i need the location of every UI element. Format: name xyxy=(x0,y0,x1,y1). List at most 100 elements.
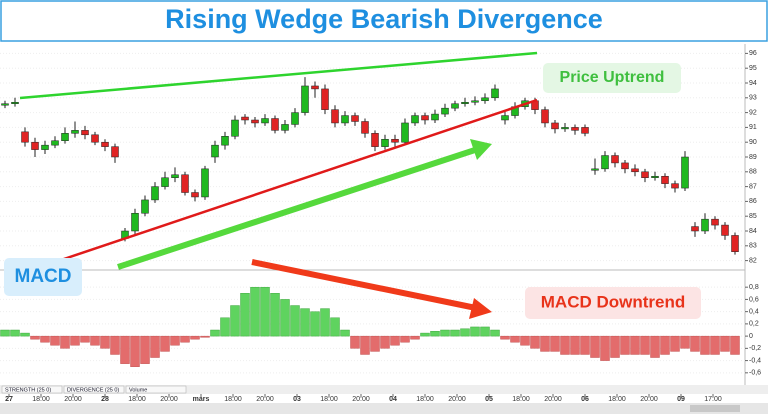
x-tick-label: 18:00 xyxy=(128,396,146,403)
tab-label[interactable]: STRENGTH (25 0) xyxy=(5,387,51,393)
candle-body xyxy=(501,115,509,121)
macd-bar xyxy=(330,317,340,337)
macd-bar xyxy=(630,335,640,355)
candle-body xyxy=(491,88,499,99)
y-tick-label: -0,6 xyxy=(749,370,761,377)
candle-body xyxy=(41,144,49,150)
macd-bar xyxy=(580,335,590,355)
tab-label[interactable]: DIVERGENCE (25 0) xyxy=(67,387,119,393)
tab-label[interactable]: Volume xyxy=(129,387,147,393)
candle-body xyxy=(211,144,219,158)
macd-bar xyxy=(210,329,220,337)
candle-body xyxy=(551,122,559,130)
macd-bar xyxy=(280,299,290,337)
candle-body xyxy=(21,131,29,143)
label-box xyxy=(525,287,701,319)
y-tick-label: 88 xyxy=(749,169,757,176)
candle-body xyxy=(601,155,609,170)
macd-bar xyxy=(220,317,230,337)
macd-bar xyxy=(720,335,730,352)
macd-bar xyxy=(10,329,20,337)
candle-body xyxy=(731,235,739,252)
x-tick-label: 18:00 xyxy=(32,396,50,403)
candle-body xyxy=(1,103,9,106)
candle-body xyxy=(141,199,149,214)
candle-body xyxy=(281,124,289,131)
candle-body xyxy=(421,115,429,121)
tab[interactable] xyxy=(125,385,187,394)
macd-bar xyxy=(560,335,570,355)
x-tick-label: 09 xyxy=(677,396,685,403)
candle-body xyxy=(681,156,689,189)
macd-bar xyxy=(690,335,700,352)
x-tick-label: 18:00 xyxy=(416,396,434,403)
macd-bar xyxy=(30,335,40,340)
macd-bar xyxy=(660,335,670,355)
macd-bar xyxy=(60,335,70,349)
wedge-upper-line xyxy=(19,51,538,100)
macd-bar xyxy=(120,335,130,364)
macd-bar xyxy=(270,293,280,337)
macd-arrow-head xyxy=(469,298,492,319)
x-tick-label: 28 xyxy=(101,396,109,403)
macd-bar xyxy=(90,335,100,346)
x-tick-label: 18:00 xyxy=(320,396,338,403)
candle-body xyxy=(71,130,79,134)
macd-bar xyxy=(400,335,410,343)
candle-body xyxy=(541,109,549,124)
candle-body xyxy=(11,101,19,104)
macd-bar xyxy=(310,311,320,337)
macd-bar xyxy=(390,335,400,346)
candle-body xyxy=(161,177,169,187)
macd-bar xyxy=(550,335,560,352)
candle-body xyxy=(391,138,399,143)
tab[interactable] xyxy=(1,385,63,394)
x-tick-label: mars xyxy=(193,396,210,403)
y-tick-label: 93 xyxy=(749,95,757,102)
candle-body xyxy=(351,115,359,122)
candle-body xyxy=(641,171,649,178)
candle-body xyxy=(181,174,189,193)
macd-bar xyxy=(250,286,260,337)
candle-body xyxy=(201,168,209,198)
x-tick-label: 20:00 xyxy=(64,396,82,403)
candle-body xyxy=(471,100,479,103)
macd-bar xyxy=(650,335,660,358)
x-tick-label: 18:00 xyxy=(608,396,626,403)
macd-bar xyxy=(320,308,330,337)
x-tick-label: 05 xyxy=(485,396,493,403)
macd-bar xyxy=(40,335,50,343)
macd-bar xyxy=(430,331,440,337)
macd-bar xyxy=(150,335,160,358)
candle-body xyxy=(111,146,119,158)
scroll-thumb[interactable] xyxy=(690,405,740,412)
macd-bar xyxy=(730,335,740,355)
macd-bar xyxy=(240,293,250,337)
macd-bar xyxy=(500,335,510,340)
scrollbar[interactable] xyxy=(0,403,768,414)
macd-bar xyxy=(460,328,470,337)
candle-body xyxy=(631,168,639,173)
candle-body xyxy=(271,118,279,131)
macd-panel: 0,8 0,6 0,4 0,2 0 -0,2 -0,4 -0,6 27 18:00 20:00 28 1… xyxy=(0,284,761,403)
price-arrow-head xyxy=(470,139,492,160)
macd-bar xyxy=(140,335,150,364)
candle-body xyxy=(221,136,229,146)
macd-bar xyxy=(350,335,360,349)
y-tick-label: 0,2 xyxy=(749,321,759,328)
macd-bar xyxy=(0,329,10,337)
x-tick-label: 20:00 xyxy=(544,396,562,403)
tab[interactable] xyxy=(63,385,125,394)
candle-body xyxy=(451,103,459,109)
candle-body xyxy=(321,88,329,110)
candle-body xyxy=(711,218,719,226)
candle-body xyxy=(561,127,569,130)
macd-bar xyxy=(520,335,530,346)
y-tick-label: 85 xyxy=(749,213,757,220)
macd-bar xyxy=(370,335,380,352)
y-tick-label: 0,4 xyxy=(749,308,759,315)
candle-body xyxy=(581,127,589,134)
macd-bar xyxy=(670,335,680,352)
label-box xyxy=(543,63,681,93)
